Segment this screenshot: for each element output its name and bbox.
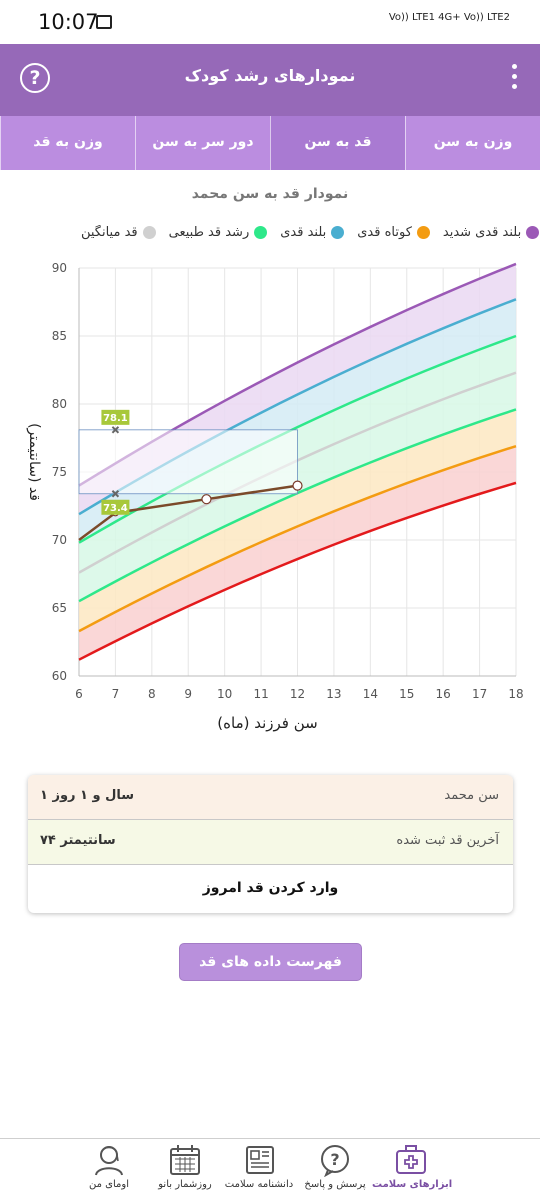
last-height-row: آخرین قد ثبت شده ۷۴ سانتیمتر: [28, 820, 513, 865]
legend-label: بلند قدی: [280, 225, 327, 240]
tab-head-for-age[interactable]: دور سر به سن: [135, 116, 270, 170]
y-tick-label: 70: [52, 533, 67, 547]
annotation-marker: [111, 490, 120, 498]
x-tick-label: 12: [290, 687, 305, 701]
legend-label: رشد قد طبیعی: [168, 225, 250, 240]
y-tick-label: 80: [52, 397, 67, 411]
x-tick-label: 16: [436, 687, 451, 701]
page-title: نمودارهای رشد کودک: [184, 66, 356, 85]
height-data-list-button[interactable]: فهرست داده های قد محمد: [179, 943, 362, 1007]
nav-label: اومای من: [89, 1179, 129, 1190]
legend-label: کوتاه قدی: [357, 225, 412, 240]
newspaper-icon: [246, 1146, 274, 1174]
x-tick-label: 8: [148, 687, 156, 701]
enter-today-height-button[interactable]: وارد کردن قد امروز: [202, 880, 339, 896]
child-height-point: [201, 494, 212, 505]
y-tick-label: 60: [52, 669, 67, 683]
percentile-line: [78, 481, 517, 661]
height-for-age-chart: 78.1 73.4 6 7 8 9 10 11 12 13 14 15 16 17 18 60 65 70 75 80…: [26, 261, 524, 732]
annotation-label-bg: [101, 499, 130, 515]
first-aid-kit-icon: [396, 1145, 426, 1174]
x-tick-label: 18: [508, 687, 523, 701]
tab-bar: وزن به سن قد به سن دور سر به سن وزن به ق…: [0, 116, 540, 170]
percentile-line: [78, 444, 517, 633]
nav-label: ابزارهای سلامت: [372, 1179, 453, 1190]
nav-calendar[interactable]: روزشمار بانو: [146, 1143, 224, 1190]
legend-item-normal[interactable]: رشد قد طبیعی: [169, 225, 268, 240]
app-bar: ? نمودارهای رشد کودک: [0, 44, 540, 116]
x-tick-label: 9: [184, 687, 192, 701]
x-axis-title: سن فرزند (ماه): [217, 714, 317, 732]
legend-label: بلند قدی شدید: [442, 225, 522, 240]
chart-title: نمودار قد به سن محمد: [191, 186, 349, 202]
annotation-label-bg: [101, 409, 130, 425]
legend-label: قد میانگین: [80, 225, 138, 240]
percentile-line: [78, 334, 517, 544]
legend-item-average[interactable]: قد میانگین: [81, 225, 156, 240]
nav-encyclopedia[interactable]: دانشنامه سلامت: [220, 1143, 298, 1190]
image-notification-icon: [96, 15, 112, 29]
bottom-nav: ابزارهای سلامت ? پرسش و پاسخ دانشنامه سل…: [0, 1138, 540, 1201]
last-height-value: ۷۴ سانتیمتر: [40, 833, 116, 848]
tab-height-for-age[interactable]: قد به سن: [270, 116, 405, 170]
y-axis-title: قد (سانتیمتر): [26, 423, 42, 501]
nav-questions[interactable]: ? پرسش و پاسخ: [296, 1143, 374, 1190]
tab-weight-for-age[interactable]: وزن به سن: [405, 116, 540, 170]
x-tick-label: 17: [472, 687, 487, 701]
legend-dot: [416, 226, 430, 239]
legend-dot: [142, 226, 156, 239]
tab-weight-for-height[interactable]: وزن به قد: [0, 116, 135, 170]
y-tick-label: 65: [52, 601, 67, 615]
nav-label: دانشنامه سلامت: [224, 1179, 294, 1190]
legend-dot: [526, 226, 540, 239]
legend-item-tall[interactable]: بلند قدی: [280, 225, 345, 240]
x-tick-label: 15: [399, 687, 414, 701]
age-label: سن محمد: [444, 788, 499, 803]
info-card: سن محمد ۱ سال و ۱ روز آخرین قد ثبت شده ۷…: [28, 775, 513, 913]
legend-item-short[interactable]: کوتاه قدی: [357, 225, 430, 240]
child-height-line: [78, 484, 298, 542]
x-tick-label: 6: [75, 687, 83, 701]
percentile-band: [79, 263, 516, 515]
y-tick-label: 90: [52, 261, 67, 275]
highlight-box: [78, 429, 298, 495]
question-bubble-icon: ?: [321, 1145, 349, 1177]
annotation-label: 78.1: [103, 413, 128, 424]
x-tick-label: 14: [363, 687, 378, 701]
chart-legend: د بلند قدی شدید کوتاه قدی بلند قدی رشد ق…: [0, 225, 540, 247]
age-row: سن محمد ۱ سال و ۱ روز: [28, 775, 513, 820]
nav-label: پرسش و پاسخ: [304, 1179, 366, 1190]
legend-item-severe-tall[interactable]: بلند قدی شدید: [442, 225, 540, 240]
y-tick-label: 85: [52, 329, 67, 343]
last-height-label: آخرین قد ثبت شده: [396, 833, 499, 848]
x-tick-label: 7: [112, 687, 120, 701]
nav-label: روزشمار بانو: [158, 1179, 212, 1190]
status-bar: 10:07 Vo)) LTE1 4G+ Vo)) LTE2: [0, 0, 540, 44]
annotation-marker: [111, 426, 120, 434]
x-tick-label: 13: [326, 687, 341, 701]
age-value: ۱ سال و ۱ روز: [40, 788, 135, 803]
y-tick-label: 75: [52, 465, 67, 479]
x-tick-label: 10: [217, 687, 232, 701]
legend-dot: [254, 226, 268, 239]
svg-text:?: ?: [330, 1150, 339, 1169]
x-tick-label: 11: [253, 687, 268, 701]
child-height-point: [292, 480, 303, 491]
legend-dot: [331, 226, 345, 239]
calendar-icon: [170, 1145, 200, 1175]
annotation-label: 73.4: [103, 503, 128, 514]
nav-health-tools[interactable]: ابزارهای سلامت: [372, 1143, 453, 1190]
network-status: Vo)) LTE1 4G+ Vo)) LTE2: [388, 12, 510, 23]
user-avatar-icon: [95, 1146, 123, 1176]
help-question-icon[interactable]: ?: [20, 63, 50, 93]
nav-my-profile[interactable]: اومای من: [70, 1143, 148, 1190]
status-time: 10:07: [38, 10, 99, 34]
more-vertical-icon[interactable]: [510, 64, 518, 96]
